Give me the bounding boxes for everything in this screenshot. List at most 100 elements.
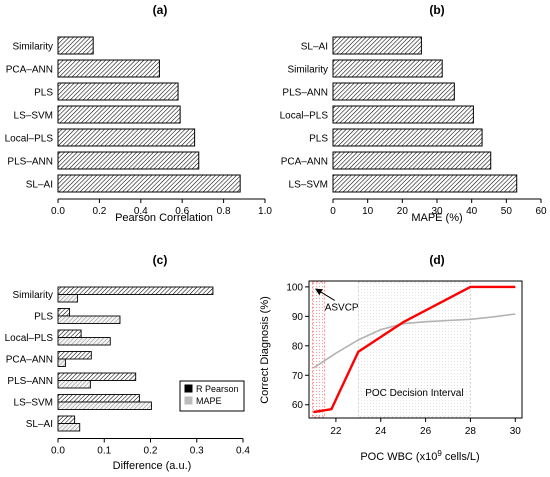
panel-d-lines xyxy=(313,285,516,414)
panel-c-legend-box xyxy=(179,380,245,412)
panel-b-bar xyxy=(332,82,455,101)
panel-b-x-tick-label: 30 xyxy=(431,206,443,217)
panel-d-x-axis-label-prefix: POC WBC (x10 xyxy=(360,451,437,463)
panel-a-x-tick-label: 0.8 xyxy=(217,206,231,217)
panel-b-category-label: PLS–ANN xyxy=(282,88,328,99)
panel-a-x-tick-label: 1.0 xyxy=(258,206,272,217)
panel-b-x-tick-label: 50 xyxy=(501,206,513,217)
panel-c-x-axis-label: Difference (a.u.) xyxy=(113,460,192,472)
panel-d-asvcp-arrow xyxy=(315,288,335,301)
panel-b-category-label: LS–SVM xyxy=(289,180,328,191)
panel-d-y-tick-label: 100 xyxy=(286,282,303,293)
panel-b-x-tick-label: 40 xyxy=(466,206,478,217)
panel-a: (a) 0.0 0.2 0.4 0.6 0.8 1.0 Similarity PCA–ANN… xyxy=(5,3,273,224)
panel-a-bar xyxy=(57,151,200,170)
panel-b-bar xyxy=(332,59,443,78)
panel-a-x-tick-label: 0.6 xyxy=(175,206,189,217)
panel-d-x-tick-label: 28 xyxy=(465,426,477,437)
panel-b-x-tick-label: 0 xyxy=(330,206,336,217)
panel-b-bar xyxy=(332,174,518,193)
panel-c-bar xyxy=(57,401,152,410)
panel-d-y-tick-label: 60 xyxy=(292,400,304,411)
panel-d-series-grey-line xyxy=(313,313,516,369)
panel-d-y-tick-label: 90 xyxy=(292,312,304,323)
panel-a-title: (a) xyxy=(153,3,168,17)
panel-c-title: (c) xyxy=(153,253,168,267)
panel-c-bar xyxy=(57,394,140,403)
panel-c-category-label: LS–SVM xyxy=(14,398,53,409)
panel-c-bar xyxy=(57,380,91,389)
panel-c-category-label: Local–PLS xyxy=(5,333,54,344)
panel-b-x-axis: 0 10 20 30 40 50 60 xyxy=(330,198,547,217)
panel-b-category-labels: SL–AI Similarity PLS–ANN Local–PLS PLS PCA–AN… xyxy=(280,42,329,191)
panel-a-category-label: Local–PLS xyxy=(5,134,54,145)
panel-d-asvcp-label: ASVCP xyxy=(325,302,359,313)
panel-c-bar xyxy=(57,337,111,346)
panel-c-bar xyxy=(57,372,137,381)
panel-d-title: (d) xyxy=(429,253,444,267)
panel-b-category-label: PCA–ANN xyxy=(281,157,328,168)
panel-c-category-label: PCA–ANN xyxy=(6,355,53,366)
panel-d-axes: 22 24 26 28 30 60 70 80 90 100 xyxy=(286,282,521,437)
panel-b-x-tick-label: 10 xyxy=(362,206,374,217)
panel-d: (d) 22 24 26 28 30 60 70 80 90 100 ASVCP POC Decis… xyxy=(259,253,523,464)
panel-c-x-tick-label: 0.2 xyxy=(144,446,158,457)
panel-c-x-tick-label: 0.4 xyxy=(236,446,250,457)
panel-d-poc-decision-region xyxy=(357,281,471,418)
panel-c-category-label: Similarity xyxy=(12,290,53,301)
panel-d-x-tick-label: 30 xyxy=(510,426,522,437)
panel-c-bar xyxy=(57,358,66,367)
panel-b-x-axis-label: MAPE (%) xyxy=(411,212,462,224)
panel-c-bar xyxy=(57,308,71,317)
panel-b-bar xyxy=(332,151,492,170)
panel-c-category-label: PLS–ANN xyxy=(7,376,53,387)
panel-c-category-labels: Similarity PLS Local–PLS PCA–ANN PLS–ANN LS–S… xyxy=(5,290,54,430)
panel-b-bars xyxy=(332,36,518,193)
panel-c-x-tick-label: 0.0 xyxy=(51,446,65,457)
panel-c-category-label: SL–AI xyxy=(26,419,53,430)
panel-c-legend-label: R Pearson xyxy=(196,384,239,394)
panel-c-bar xyxy=(57,286,214,295)
panel-a-category-labels: Similarity PCA–ANN PLS LS–SVM Local–PLS PLS–A… xyxy=(5,42,54,191)
panel-c-bars xyxy=(57,286,214,432)
panel-a-bar xyxy=(57,82,179,101)
panel-b: (b) 0 10 20 30 40 50 60 SL–AI Similarity PLS–ANN… xyxy=(280,3,547,224)
panel-c-bar xyxy=(57,423,81,432)
panel-c-x-axis: 0.0 0.1 0.2 0.3 0.4 xyxy=(51,438,250,457)
panel-c-bar xyxy=(57,315,121,324)
panel-a-category-label: LS–SVM xyxy=(14,111,53,122)
panel-c-x-tick-label: 0.3 xyxy=(190,446,204,457)
panel-a-category-label: PLS xyxy=(34,88,53,99)
panel-c: (c) 0.0 0.1 0.2 0.3 0.4 Similarity PLS Local–P… xyxy=(5,253,251,472)
panel-c-bar xyxy=(57,329,82,338)
panel-b-bar xyxy=(332,128,483,147)
panel-d-x-tick-label: 22 xyxy=(330,426,342,437)
panel-d-y-axis-label: Correct Diagnosis (%) xyxy=(259,296,271,404)
panel-a-bar xyxy=(57,36,94,55)
panel-a-bar xyxy=(57,59,160,78)
panel-b-bar xyxy=(332,36,422,55)
panel-d-x-tick-label: 26 xyxy=(420,426,432,437)
panel-c-legend: R Pearson MAPE xyxy=(179,380,245,412)
panel-c-legend-swatch xyxy=(184,384,193,393)
panel-c-bar xyxy=(57,415,76,424)
panel-c-legend-label: MAPE xyxy=(196,396,222,406)
panel-a-bar xyxy=(57,105,181,124)
panel-d-x-axis-label: POC WBC (x109 cells/L) xyxy=(360,449,479,464)
panel-d-asvcp-region xyxy=(311,281,326,418)
panel-a-x-tick-label: 0.0 xyxy=(51,206,65,217)
panel-c-legend-swatch xyxy=(184,396,193,405)
panel-b-bar xyxy=(332,105,474,124)
panel-d-regions xyxy=(311,281,471,418)
panel-a-x-axis: 0.0 0.2 0.4 0.6 0.8 1.0 xyxy=(51,198,272,217)
panel-b-x-tick-label: 60 xyxy=(535,206,547,217)
panel-b-title: (b) xyxy=(429,3,444,17)
panel-b-category-label: PLS xyxy=(309,134,328,145)
panel-d-decision-interval-label: POC Decision Interval xyxy=(365,388,463,399)
panel-d-plot-frame xyxy=(308,280,523,419)
panel-c-bar xyxy=(57,294,78,303)
panel-a-bar xyxy=(57,174,241,193)
panel-a-bars xyxy=(57,36,241,193)
panel-a-bar xyxy=(57,128,196,147)
